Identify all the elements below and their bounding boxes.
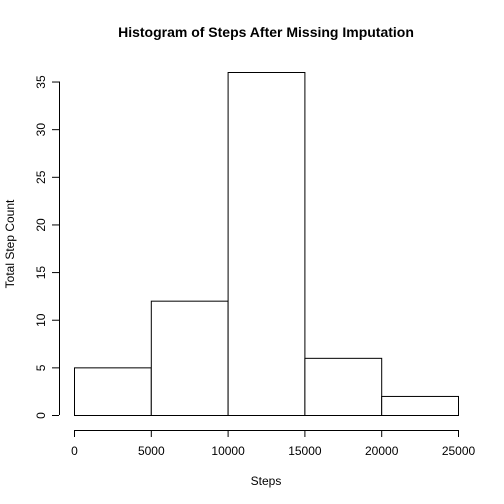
x-axis-label: Steps — [251, 474, 282, 488]
y-tick-label-0: 0 — [34, 412, 48, 419]
y-tick-label-4: 20 — [34, 218, 48, 232]
x-tick-label-2: 10000 — [211, 444, 245, 458]
y-tick-label-7: 35 — [34, 75, 48, 89]
y-tick-label-2: 10 — [34, 313, 48, 327]
histogram-bar-3 — [305, 358, 382, 415]
x-tick-label-1: 5000 — [138, 444, 165, 458]
y-tick-label-6: 30 — [34, 123, 48, 137]
histogram-bar-0 — [75, 368, 152, 416]
y-axis: 0 5 10 15 20 25 30 35 — [34, 75, 60, 419]
bars-group — [75, 73, 459, 416]
chart-title: Histogram of Steps After Missing Imputat… — [118, 24, 414, 40]
histogram-bar-4 — [382, 396, 459, 415]
histogram-bar-2 — [228, 73, 305, 416]
x-axis: 0 5000 10000 15000 20000 25000 — [71, 430, 475, 458]
y-tick-label-1: 5 — [34, 364, 48, 371]
histogram-bar-1 — [151, 301, 228, 415]
x-tick-label-4: 20000 — [365, 444, 399, 458]
x-tick-label-3: 15000 — [288, 444, 322, 458]
y-axis-label: Total Step Count — [3, 199, 17, 288]
y-tick-label-3: 15 — [34, 266, 48, 280]
y-tick-label-5: 25 — [34, 170, 48, 184]
x-tick-label-5: 25000 — [442, 444, 476, 458]
x-tick-label-0: 0 — [71, 444, 78, 458]
